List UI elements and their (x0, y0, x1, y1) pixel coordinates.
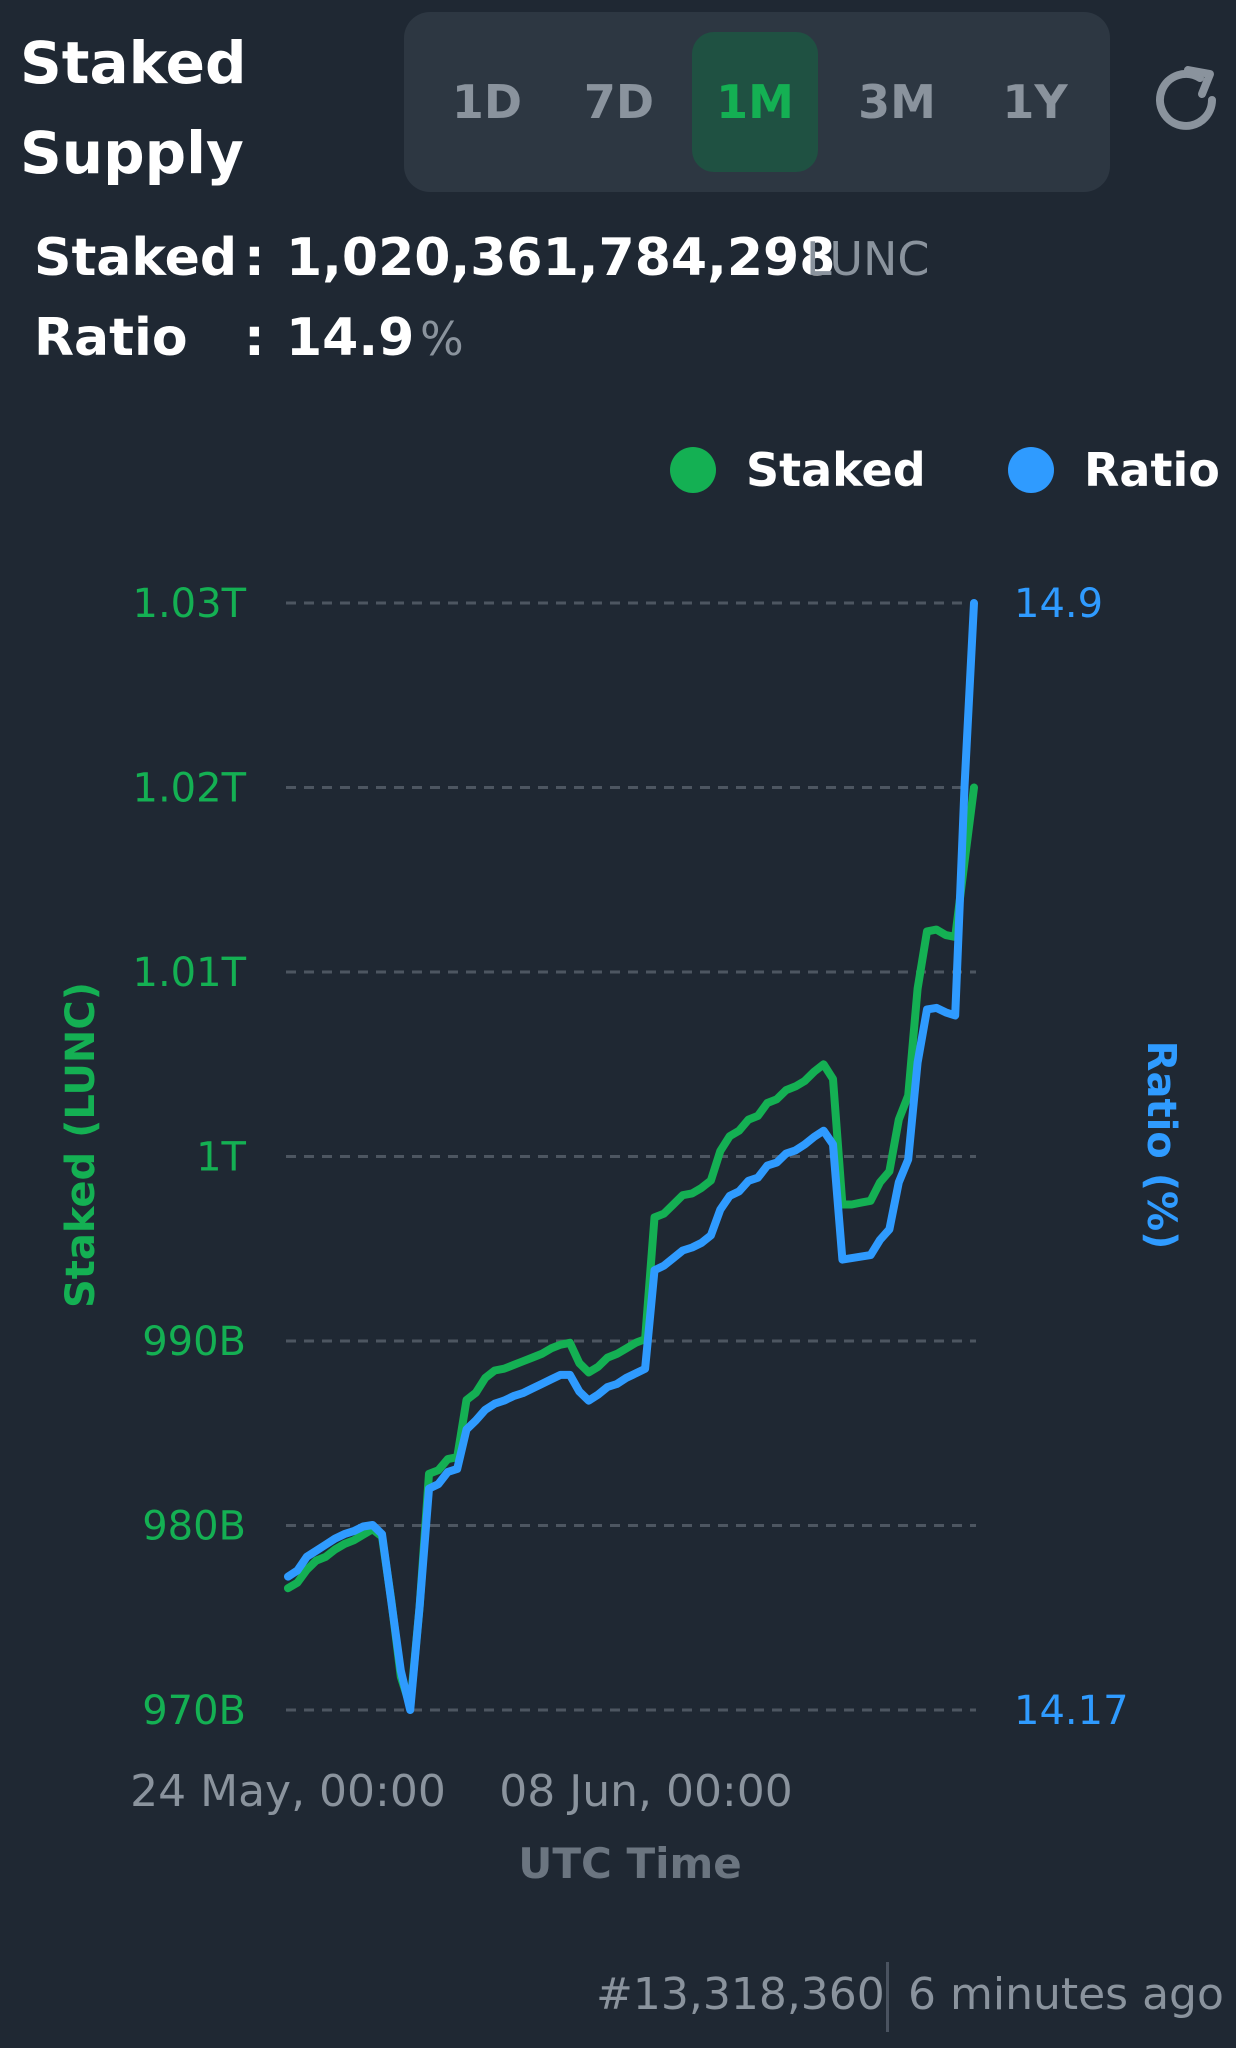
x-tick-label-1: 08 Jun, 00:00 (499, 1766, 793, 1817)
range-1m-button[interactable]: 1M (692, 32, 818, 172)
y-left-tick-label: 1T (196, 1135, 246, 1181)
last-updated: 6 minutes ago (908, 1969, 1224, 2020)
range-7d-button[interactable]: 7D (583, 75, 655, 129)
staked-value: 1,020,361,784,298 (286, 228, 836, 288)
title-line-2: Supply (20, 119, 244, 187)
y-left-tick-label: 980B (142, 1504, 246, 1550)
ratio-label: Ratio (34, 308, 188, 368)
legend-item-ratio[interactable]: Ratio (1008, 440, 1228, 500)
y-left-tick-label: 1.01T (133, 950, 247, 996)
y-left-tick-label: 990B (142, 1319, 246, 1365)
ratio-separator: : (244, 308, 265, 368)
time-range-selector: 1D 7D 1M 3M 1Y (404, 12, 1110, 192)
y-right-tick-label: 14.9 (1014, 581, 1103, 627)
series-line-ratio (284, 599, 978, 1714)
legend-label-ratio: Ratio (1084, 443, 1220, 497)
title-line-1: Staked (20, 29, 247, 97)
footer-divider (886, 1962, 889, 2032)
y-axis-left-label: Staked (LUNC) (58, 982, 104, 1308)
refresh-icon[interactable] (1148, 62, 1224, 138)
y-left-tick-label: 1.02T (133, 766, 247, 812)
staked-unit: LUNC (806, 232, 930, 286)
y-right-tick-label: 14.17 (1014, 1688, 1129, 1734)
y-axis-right-label: Ratio (%) (1138, 1041, 1184, 1250)
staked-label: Staked (34, 228, 238, 288)
y-left-tick-label: 970B (142, 1688, 246, 1734)
page-title: Staked Supply (20, 18, 360, 198)
range-3m-button[interactable]: 3M (858, 75, 936, 129)
block-height: #13,318,360 (596, 1969, 885, 2020)
legend-dot-ratio (1008, 447, 1054, 493)
ratio-value: 14.9 (286, 308, 415, 368)
staked-separator: : (244, 228, 265, 288)
range-1d-button[interactable]: 1D (451, 75, 523, 129)
x-axis-label: UTC Time (518, 1839, 742, 1888)
range-1y-button[interactable]: 1Y (1002, 75, 1068, 129)
y-left-tick-label: 1.03T (133, 581, 247, 627)
legend-label-staked: Staked (746, 443, 926, 497)
legend-dot-staked (670, 447, 716, 493)
ratio-unit: % (420, 312, 464, 366)
legend-item-staked[interactable]: Staked (670, 440, 930, 500)
x-tick-label-0: 24 May, 00:00 (130, 1766, 446, 1817)
